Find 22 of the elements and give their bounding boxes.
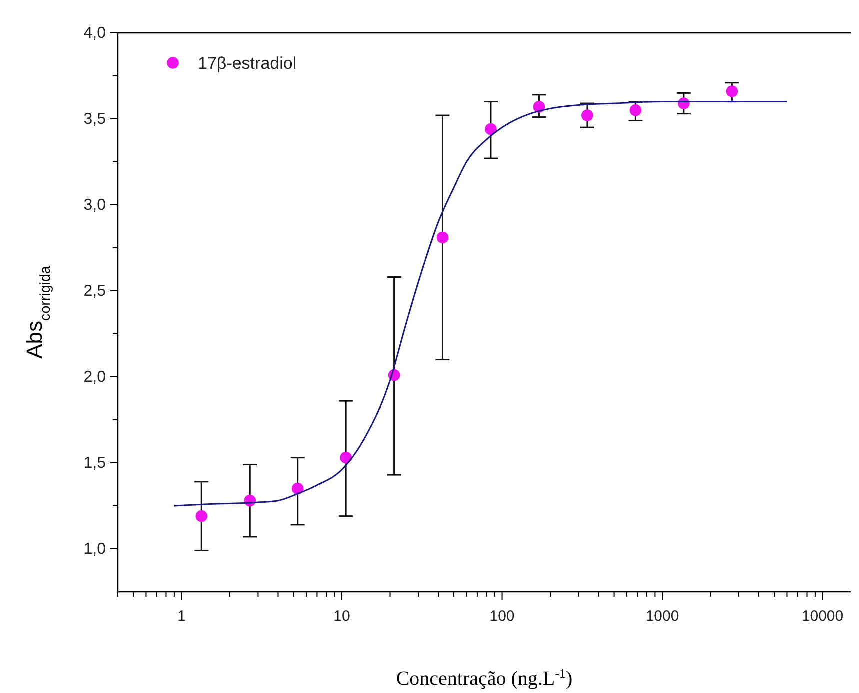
x-tick-label: 100	[490, 608, 515, 625]
x-tick-label: 1000	[646, 608, 680, 625]
point	[292, 482, 304, 495]
point	[436, 232, 449, 244]
legend-label: 17β-estradiol	[198, 54, 297, 73]
point	[196, 510, 208, 522]
y-tick-label: 3,5	[84, 111, 106, 128]
point	[485, 123, 497, 136]
x-tick-label: 10	[334, 608, 350, 625]
point	[726, 86, 738, 98]
x-tick-label: 1	[178, 608, 186, 625]
y-tick-label: 1,0	[84, 541, 106, 558]
y-tick-label: 3,0	[84, 197, 106, 214]
x-tick-label: 10000	[802, 608, 844, 625]
x-axis-title: Concentração (ng.L$^{-1}$)	[396, 666, 573, 690]
point	[630, 104, 642, 116]
point	[340, 452, 352, 464]
point	[582, 110, 594, 122]
y-tick-label: 4,0	[84, 25, 106, 42]
y-tick-label: 2,0	[84, 369, 106, 386]
y-tick-label: 1,5	[84, 455, 106, 472]
y-tick-label: 2,5	[84, 283, 106, 300]
